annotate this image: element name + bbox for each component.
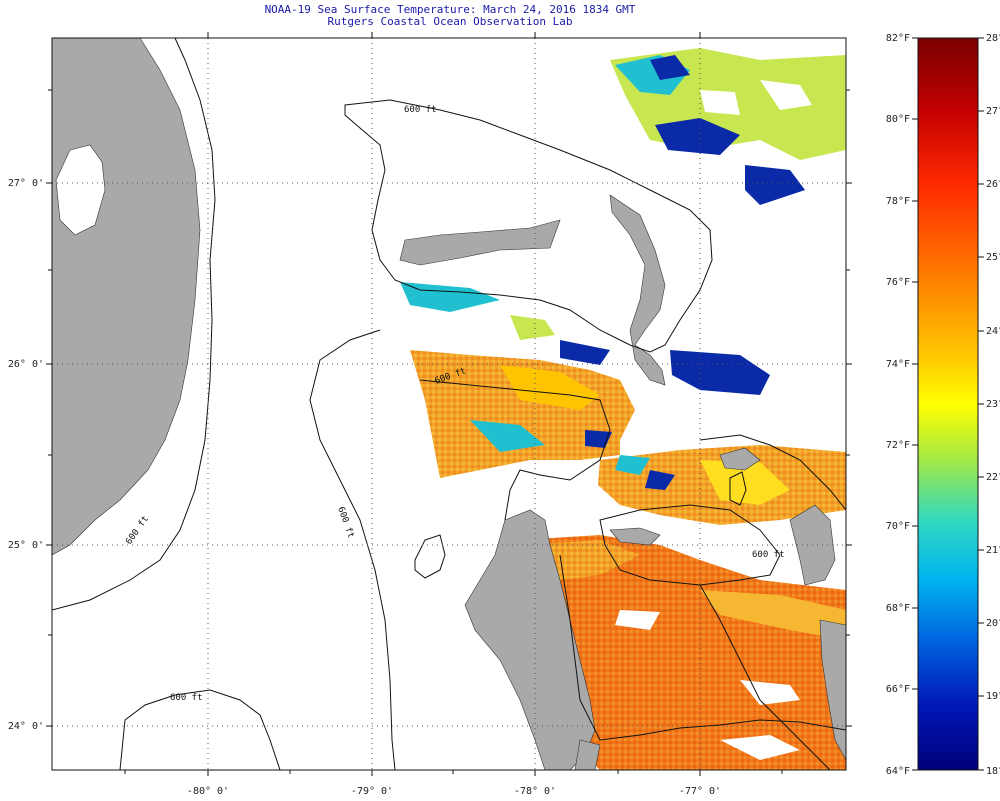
contour-label: 600 ft <box>170 693 203 703</box>
c-label: 19°C <box>986 691 1000 702</box>
f-label: 64°F <box>886 766 910 777</box>
c-label: 18°C <box>986 766 1000 777</box>
map-title: NOAA-19 Sea Surface Temperature: March 2… <box>264 3 636 16</box>
new-providence <box>609 527 661 546</box>
exuma-land <box>819 619 846 761</box>
f-label: 68°F <box>886 603 910 614</box>
isobath-contours <box>52 38 846 770</box>
south-andros <box>574 739 601 770</box>
f-label: 74°F <box>886 359 910 370</box>
lat-label: 26° 0' <box>8 359 44 370</box>
axis-ticks <box>46 32 852 776</box>
colorbar <box>917 37 979 771</box>
f-label: 76°F <box>886 277 910 288</box>
colorbar-ticks <box>912 37 984 771</box>
c-label: 27°C <box>986 106 1000 117</box>
lon-label: -77° 0' <box>679 786 721 797</box>
contour-label: 600 ft <box>404 105 437 115</box>
c-label: 21°C <box>986 545 1000 556</box>
lon-label: -79° 0' <box>351 786 393 797</box>
contour-label: 600 ft <box>752 550 785 560</box>
map-subtitle: Rutgers Coastal Ocean Observation Lab <box>327 15 573 28</box>
c-label: 20°C <box>986 618 1000 629</box>
c-label: 23°C <box>986 399 1000 410</box>
lake-okeechobee <box>55 144 106 236</box>
lon-label: -78° 0' <box>514 786 556 797</box>
grand-bahama <box>399 219 561 266</box>
c-label: 22°C <box>986 472 1000 483</box>
colorbar-c-labels: 28°C 27°C 26°C 25°C 24°C 23°C 22°C 21°C … <box>986 33 1000 777</box>
land-layer <box>52 38 846 770</box>
c-label: 28°C <box>986 33 1000 44</box>
f-label: 80°F <box>886 114 910 125</box>
map-frame <box>51 37 847 771</box>
lon-label: -80° 0' <box>187 786 229 797</box>
lat-label: 27° 0' <box>8 178 44 189</box>
f-label: 72°F <box>886 440 910 451</box>
abaco-island <box>609 194 666 386</box>
f-label: 70°F <box>886 521 910 532</box>
lat-label: 25° 0' <box>8 540 44 551</box>
graticule <box>52 38 846 770</box>
small-cay <box>719 447 761 471</box>
c-label: 26°C <box>986 179 1000 190</box>
c-label: 25°C <box>986 252 1000 263</box>
lat-label: 24° 0' <box>8 721 44 732</box>
f-label: 82°F <box>886 33 910 44</box>
f-label: 78°F <box>886 196 910 207</box>
colorbar-f-labels: 82°F 80°F 78°F 76°F 74°F 72°F 70°F 68°F … <box>886 33 910 777</box>
f-label: 66°F <box>886 684 910 695</box>
c-label: 24°C <box>986 326 1000 337</box>
